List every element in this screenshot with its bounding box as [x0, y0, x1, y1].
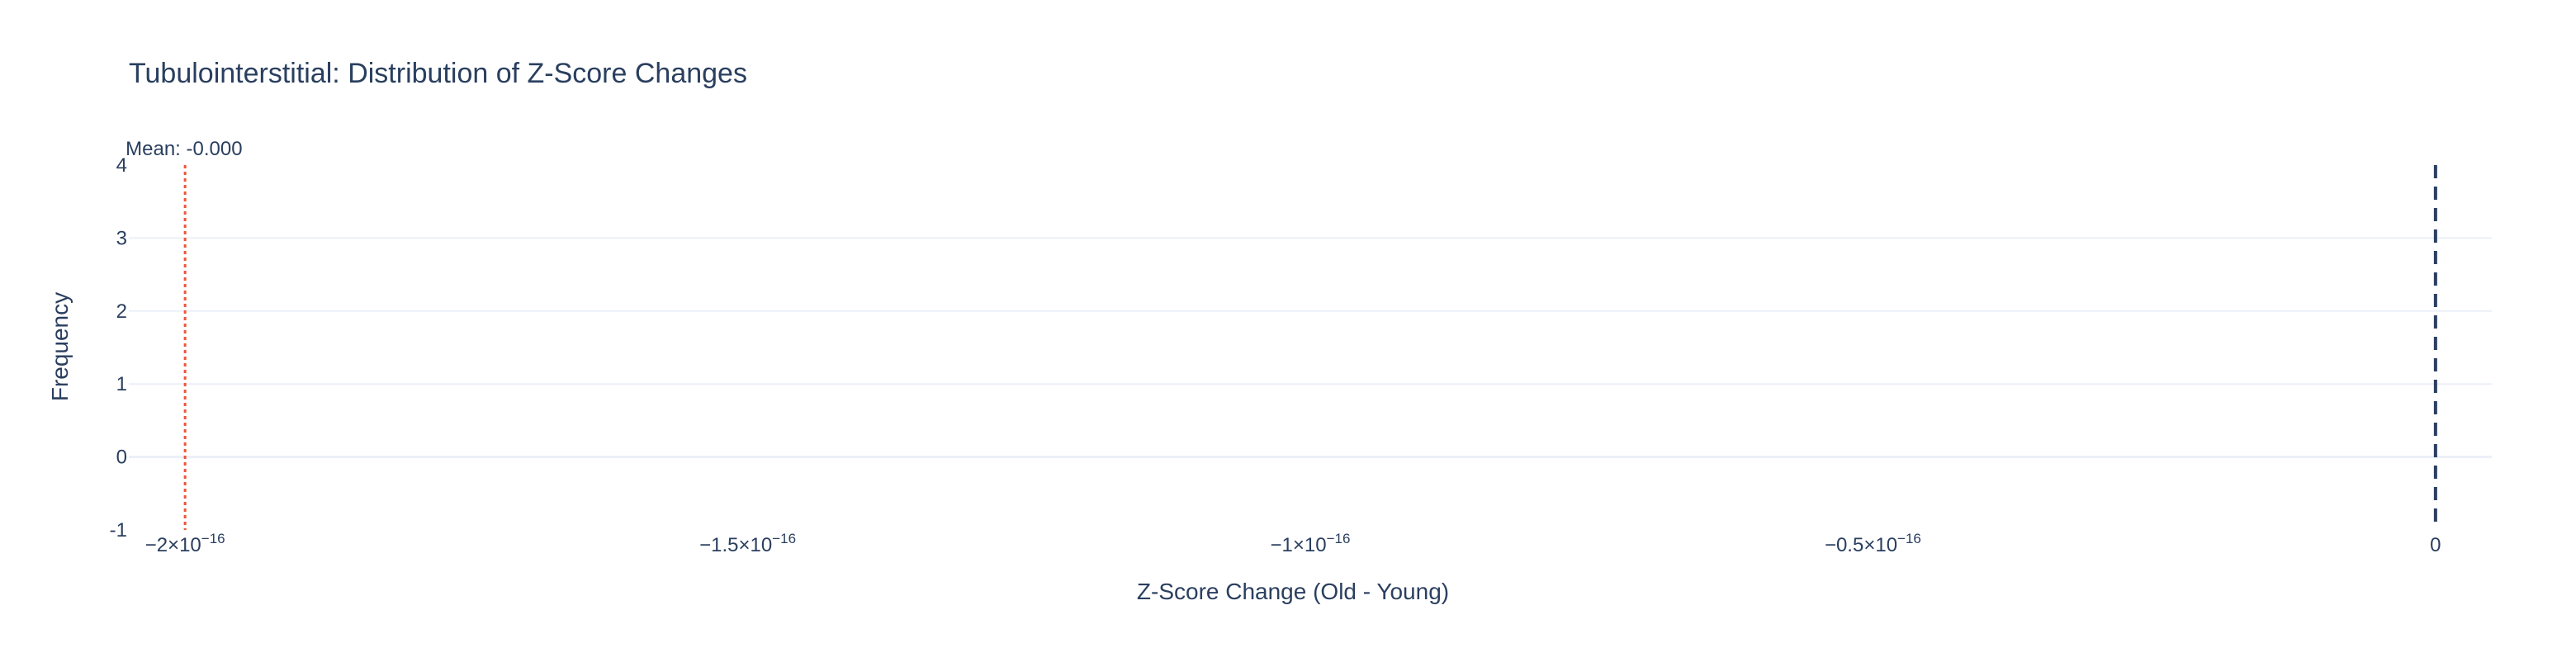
x-axis-ticks: −2×10−16 −1.5×10−16 −1×10−16 −0.5×10−16 0	[145, 531, 2441, 556]
x-tick-mantissa: −1.5	[699, 534, 738, 556]
x-tick-base: ×10	[738, 534, 772, 556]
x-tick-exponent: −16	[1897, 531, 1921, 546]
x-tick-mantissa: −2	[145, 534, 168, 556]
x-tick-label: −2×10−16	[145, 531, 225, 556]
y-axis-ticks: -1 0 1 2 3 4	[110, 154, 127, 541]
x-tick-label: −1.5×10−16	[699, 531, 796, 556]
x-tick-base: ×10	[1293, 534, 1327, 556]
x-tick-mantissa: −0.5	[1825, 534, 1863, 556]
x-tick-mantissa: −1	[1271, 534, 1293, 556]
y-tick-label: 3	[116, 227, 127, 249]
reference-lines	[183, 165, 2437, 530]
y-tick-label: -1	[110, 519, 127, 541]
x-tick-label: 0	[2430, 534, 2441, 556]
mean-annotation: Mean: -0.000	[125, 138, 242, 160]
y-tick-label: 4	[116, 154, 127, 177]
y-tick-label: 1	[116, 373, 127, 395]
x-tick-mantissa: 0	[2430, 534, 2441, 556]
x-tick-exponent: −16	[1327, 531, 1351, 546]
y-axis-title: Frequency	[47, 292, 73, 401]
x-tick-exponent: −16	[201, 531, 225, 546]
x-tick-exponent: −16	[772, 531, 796, 546]
x-tick-base: ×10	[1863, 534, 1897, 556]
chart-title: Tubulointerstitial: Distribution of Z-Sc…	[129, 58, 747, 89]
x-tick-label: −0.5×10−16	[1825, 531, 1921, 556]
x-axis-title: Z-Score Change (Old - Young)	[1137, 579, 1449, 604]
y-tick-label: 2	[116, 300, 127, 323]
x-tick-base: ×10	[168, 534, 201, 556]
y-tick-label: 0	[116, 447, 127, 469]
grid-lines	[129, 237, 2492, 459]
x-tick-label: −1×10−16	[1271, 531, 1351, 556]
